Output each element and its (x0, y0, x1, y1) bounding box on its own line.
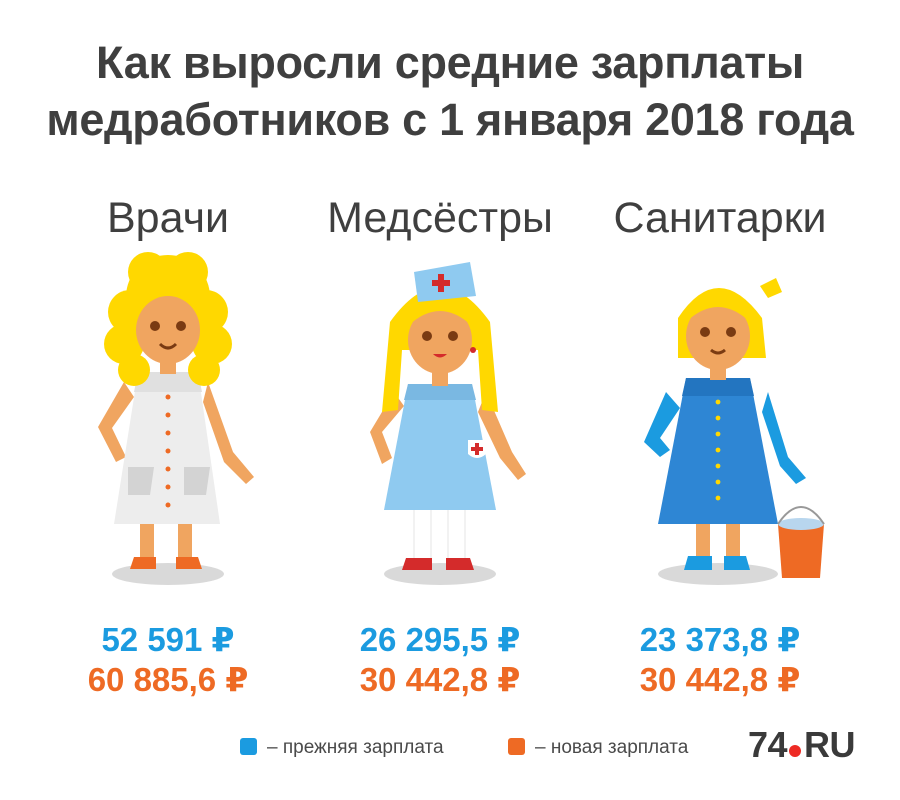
legend-new: – новая зарплата (508, 737, 688, 759)
nurse-illustration (370, 262, 526, 585)
orderly-illustration (644, 278, 825, 585)
logo-number: 74 (748, 724, 788, 765)
page-title: Как выросли средние зарплаты медработник… (0, 34, 900, 148)
title-line-1: Как выросли средние зарплаты (96, 37, 804, 88)
title-line-2: медработников с 1 января 2018 года (46, 94, 854, 145)
new-salary: 60 885,6 ₽ (87, 661, 249, 698)
legend-old-label: – прежняя зарплата (267, 737, 444, 758)
doctor-illustration (98, 252, 254, 585)
logo-dot (789, 745, 802, 757)
old-swatch (240, 738, 257, 755)
old-salary: 26 295,5 ₽ (359, 621, 521, 658)
group-label: Санитарки (613, 194, 827, 242)
group-doctors: Врачи 52 591 ₽ 60 885,6 ₽ (18, 190, 318, 710)
group-label: Медсёстры (327, 194, 553, 242)
old-salary: 52 591 ₽ (101, 621, 235, 658)
logo: 74 RU (748, 724, 856, 766)
group-orderlies: Санитарки 23 373,8 ₽ 30 442,8 ₽ (570, 190, 870, 710)
new-swatch (508, 738, 525, 755)
group-nurses: Медсёстры 26 295,5 ₽ 30 442,8 ₽ (290, 190, 590, 710)
legend-new-label: – новая зарплата (535, 737, 689, 758)
new-salary: 30 442,8 ₽ (639, 661, 801, 698)
old-salary: 23 373,8 ₽ (639, 621, 801, 658)
logo-suffix: RU (804, 724, 856, 765)
new-salary: 30 442,8 ₽ (359, 661, 521, 698)
legend-old: – прежняя зарплата (240, 737, 444, 759)
group-label: Врачи (107, 194, 229, 242)
